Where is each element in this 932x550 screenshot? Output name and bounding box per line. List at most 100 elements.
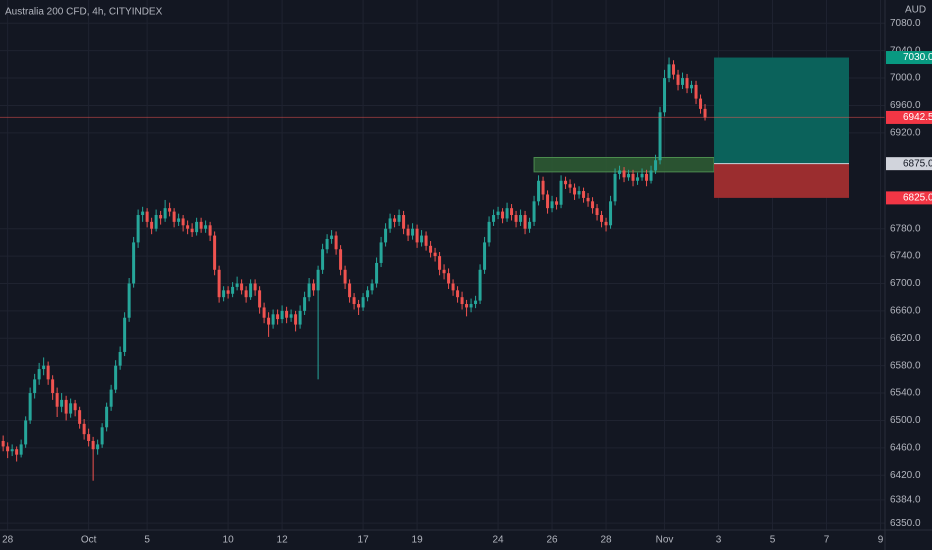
candle-body (339, 249, 343, 270)
candle-body (276, 314, 280, 320)
candle-body (321, 249, 325, 270)
candle-body (465, 304, 469, 308)
candle-body (1, 440, 5, 447)
y-tick-label: 6500.0 (890, 415, 921, 426)
candle-body (550, 201, 554, 209)
candle-body (384, 228, 388, 243)
candle-body (199, 221, 203, 229)
y-tick-label: 6580.0 (890, 360, 921, 371)
candle-body (235, 283, 239, 287)
entry-label-bg (886, 157, 932, 171)
candle-body (190, 228, 194, 233)
candle-body (537, 180, 541, 202)
candle-body (582, 191, 586, 198)
candle-body (186, 225, 190, 229)
grid (0, 0, 885, 530)
candle-body (532, 201, 536, 222)
x-tick-label: 10 (223, 535, 235, 546)
x-tick-label: Oct (81, 535, 97, 546)
candle-body (388, 218, 392, 229)
x-tick-label: 7 (824, 535, 830, 546)
candle-body (676, 74, 680, 85)
candle-body (60, 399, 64, 407)
candle-body (213, 235, 217, 270)
candle-body (469, 304, 473, 308)
candle-body (303, 297, 307, 311)
y-tick-label: 6700.0 (890, 278, 921, 289)
candle-body (370, 283, 374, 291)
candle-body (87, 434, 91, 441)
candle-body (559, 180, 563, 205)
candle-body (636, 177, 640, 181)
y-tick-label: 6384.0 (890, 495, 921, 506)
candle-body (357, 304, 361, 308)
candle-body (240, 283, 244, 291)
candle-body (136, 215, 140, 243)
candle-body (645, 173, 649, 181)
candle-body (33, 379, 37, 394)
x-tick-label: 24 (493, 535, 505, 546)
x-tick-label: 5 (770, 535, 776, 546)
entry-label: 6875.0 (903, 158, 932, 169)
candle-body (627, 173, 631, 178)
plot (0, 57, 885, 481)
x-tick-label: 28 (600, 535, 612, 546)
candle-body (649, 170, 653, 181)
profit-box (714, 57, 850, 164)
candle-body (6, 446, 10, 452)
y-tick-label: 7080.0 (890, 18, 921, 29)
candle-body (109, 389, 113, 407)
candle-body (510, 208, 514, 216)
candle-body (177, 218, 181, 222)
candle-body (91, 440, 95, 450)
candle-body (217, 269, 221, 298)
candle-body (631, 173, 635, 181)
candle-body (258, 290, 262, 308)
candle-body (253, 283, 257, 291)
candle-body (343, 269, 347, 284)
candle-body (613, 173, 617, 202)
candle-body (604, 221, 608, 226)
candle-body (244, 290, 248, 298)
candle-body (496, 211, 500, 216)
x-tick-label: 5 (144, 535, 150, 546)
y-tick-label: 6660.0 (890, 306, 921, 317)
candle-body (541, 180, 545, 195)
candle-body (114, 365, 118, 390)
candle-body (451, 283, 455, 291)
loss-box (714, 163, 850, 198)
candle-body (402, 215, 406, 229)
candle-body (505, 208, 509, 219)
candle-body (145, 211, 149, 222)
candle-body (226, 290, 230, 294)
currency-label: AUD (905, 5, 926, 16)
candle-body (703, 108, 707, 118)
candle-body (204, 225, 208, 229)
x-tick-label: 28 (2, 535, 14, 546)
y-tick-label: 7000.0 (890, 73, 921, 84)
candle-body (289, 314, 293, 318)
candle-body (595, 208, 599, 216)
candle-body (460, 297, 464, 305)
candle-body (483, 242, 487, 270)
chart-title: Australia 200 CFD, 4h, CITYINDEX (5, 7, 163, 18)
candle-body (672, 64, 676, 75)
candle-body (699, 98, 703, 109)
candle-body (546, 194, 550, 209)
candle-body (10, 449, 14, 452)
candle-body (379, 242, 383, 263)
candle-body (366, 290, 370, 298)
candle-body (172, 211, 176, 222)
y-tick-label: 7040.0 (890, 45, 921, 56)
candle-body (64, 399, 68, 414)
candle-body (267, 317, 271, 325)
candle-body (24, 420, 28, 445)
candle-body (37, 369, 41, 380)
candle-body (280, 310, 284, 320)
target-label: 7030.0 (903, 52, 932, 63)
candle-body (150, 221, 154, 229)
candle-body (622, 170, 626, 178)
candle-body (361, 297, 365, 308)
